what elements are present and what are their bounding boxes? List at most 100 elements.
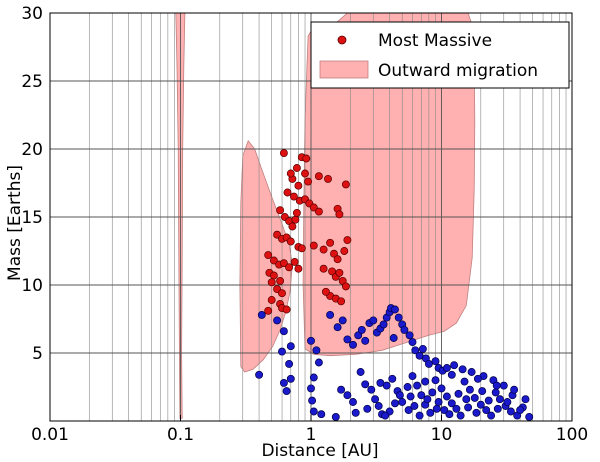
point-most-massive	[279, 149, 288, 158]
point-other-planets	[450, 361, 459, 370]
point-other-planets	[431, 357, 440, 366]
point-most-massive	[321, 287, 330, 296]
y-tick-label: 15	[21, 208, 43, 228]
point-other-planets	[473, 374, 482, 383]
point-other-planets	[499, 381, 508, 390]
point-most-massive	[286, 169, 295, 178]
point-other-planets	[467, 368, 476, 376]
point-other-planets	[369, 316, 378, 325]
point-other-planets	[308, 396, 317, 405]
point-other-planets	[417, 391, 426, 400]
point-other-planets	[349, 398, 357, 406]
point-most-massive	[283, 188, 292, 197]
point-other-planets	[286, 374, 295, 383]
point-other-planets	[349, 340, 357, 349]
point-other-planets	[462, 395, 471, 404]
point-other-planets	[478, 387, 487, 396]
point-other-planets	[476, 400, 485, 409]
y-tick-label: 5	[32, 344, 43, 364]
point-other-planets	[257, 310, 266, 319]
point-other-planets	[331, 412, 340, 421]
point-other-planets	[391, 399, 399, 408]
point-other-planets	[309, 373, 318, 382]
point-most-massive	[279, 259, 288, 268]
point-most-massive	[267, 278, 276, 287]
point-other-planets	[510, 385, 519, 394]
point-most-massive	[269, 271, 278, 280]
point-other-planets	[525, 412, 534, 421]
point-most-massive	[341, 282, 350, 291]
point-other-planets	[307, 384, 315, 393]
point-most-massive	[264, 306, 273, 315]
point-other-planets	[361, 336, 370, 345]
point-other-planets	[405, 331, 414, 340]
point-other-planets	[371, 395, 380, 404]
point-other-planets	[470, 393, 479, 402]
point-other-planets	[363, 404, 372, 413]
point-other-planets	[440, 406, 449, 415]
legend-swatch-outward-migration	[319, 60, 369, 79]
point-other-planets	[410, 402, 419, 410]
data-points	[255, 149, 534, 421]
point-other-planets	[521, 395, 530, 404]
point-other-planets	[408, 372, 417, 381]
legend-label-most-massive: Most Massive	[378, 31, 492, 51]
point-most-massive	[328, 267, 337, 276]
point-other-planets	[317, 410, 326, 419]
point-other-planets	[361, 380, 370, 389]
point-other-planets	[338, 316, 347, 325]
x-tick-label: 1	[306, 425, 317, 445]
point-most-massive	[302, 154, 311, 163]
point-most-massive	[285, 263, 294, 272]
point-other-planets	[391, 305, 399, 314]
point-other-planets	[465, 385, 474, 394]
point-other-planets	[442, 392, 451, 401]
point-most-massive	[278, 289, 286, 298]
point-other-planets	[442, 364, 451, 372]
point-other-planets	[503, 398, 512, 406]
point-other-planets	[286, 342, 295, 351]
point-other-planets	[431, 376, 440, 385]
point-other-planets	[403, 383, 412, 391]
point-other-planets	[285, 359, 294, 368]
point-most-massive	[289, 192, 298, 201]
y-tick-label: 25	[21, 72, 43, 92]
point-other-planets	[312, 346, 321, 355]
point-other-planets	[492, 381, 501, 390]
point-other-planets	[389, 334, 398, 342]
point-most-massive	[309, 241, 318, 250]
point-most-massive	[340, 247, 349, 255]
x-axis-label: Distance [AU]	[261, 441, 378, 461]
point-other-planets	[381, 411, 390, 420]
point-other-planets	[456, 411, 465, 420]
point-most-massive	[335, 268, 344, 277]
point-other-planets	[314, 358, 323, 367]
point-other-planets	[487, 411, 496, 420]
x-tick-label: 10	[431, 425, 453, 445]
point-other-planets	[343, 391, 352, 400]
point-most-massive	[264, 251, 273, 260]
point-other-planets	[464, 403, 473, 412]
axis-ticks: 0.01 0.1 1 10 100 5 10 15 20 25 30	[21, 4, 588, 445]
point-other-planets	[278, 347, 286, 356]
point-other-planets	[411, 346, 420, 355]
point-other-planets	[408, 338, 417, 347]
point-other-planets	[406, 392, 415, 401]
point-other-planets	[506, 407, 515, 416]
point-other-planets	[307, 336, 315, 345]
point-other-planets	[376, 378, 385, 387]
point-most-massive	[301, 169, 309, 178]
point-most-massive	[294, 264, 303, 273]
point-most-massive	[294, 181, 303, 190]
x-tick-label: 0.01	[31, 425, 69, 445]
point-other-planets	[404, 406, 413, 415]
point-other-planets	[460, 377, 469, 386]
point-most-massive	[288, 222, 297, 231]
point-other-planets	[437, 384, 446, 393]
point-other-planets	[326, 310, 335, 319]
point-other-planets	[495, 395, 504, 404]
y-tick-label: 30	[21, 4, 43, 24]
point-other-planets	[395, 391, 404, 400]
point-other-planets	[415, 411, 424, 420]
point-other-planets	[447, 370, 456, 379]
